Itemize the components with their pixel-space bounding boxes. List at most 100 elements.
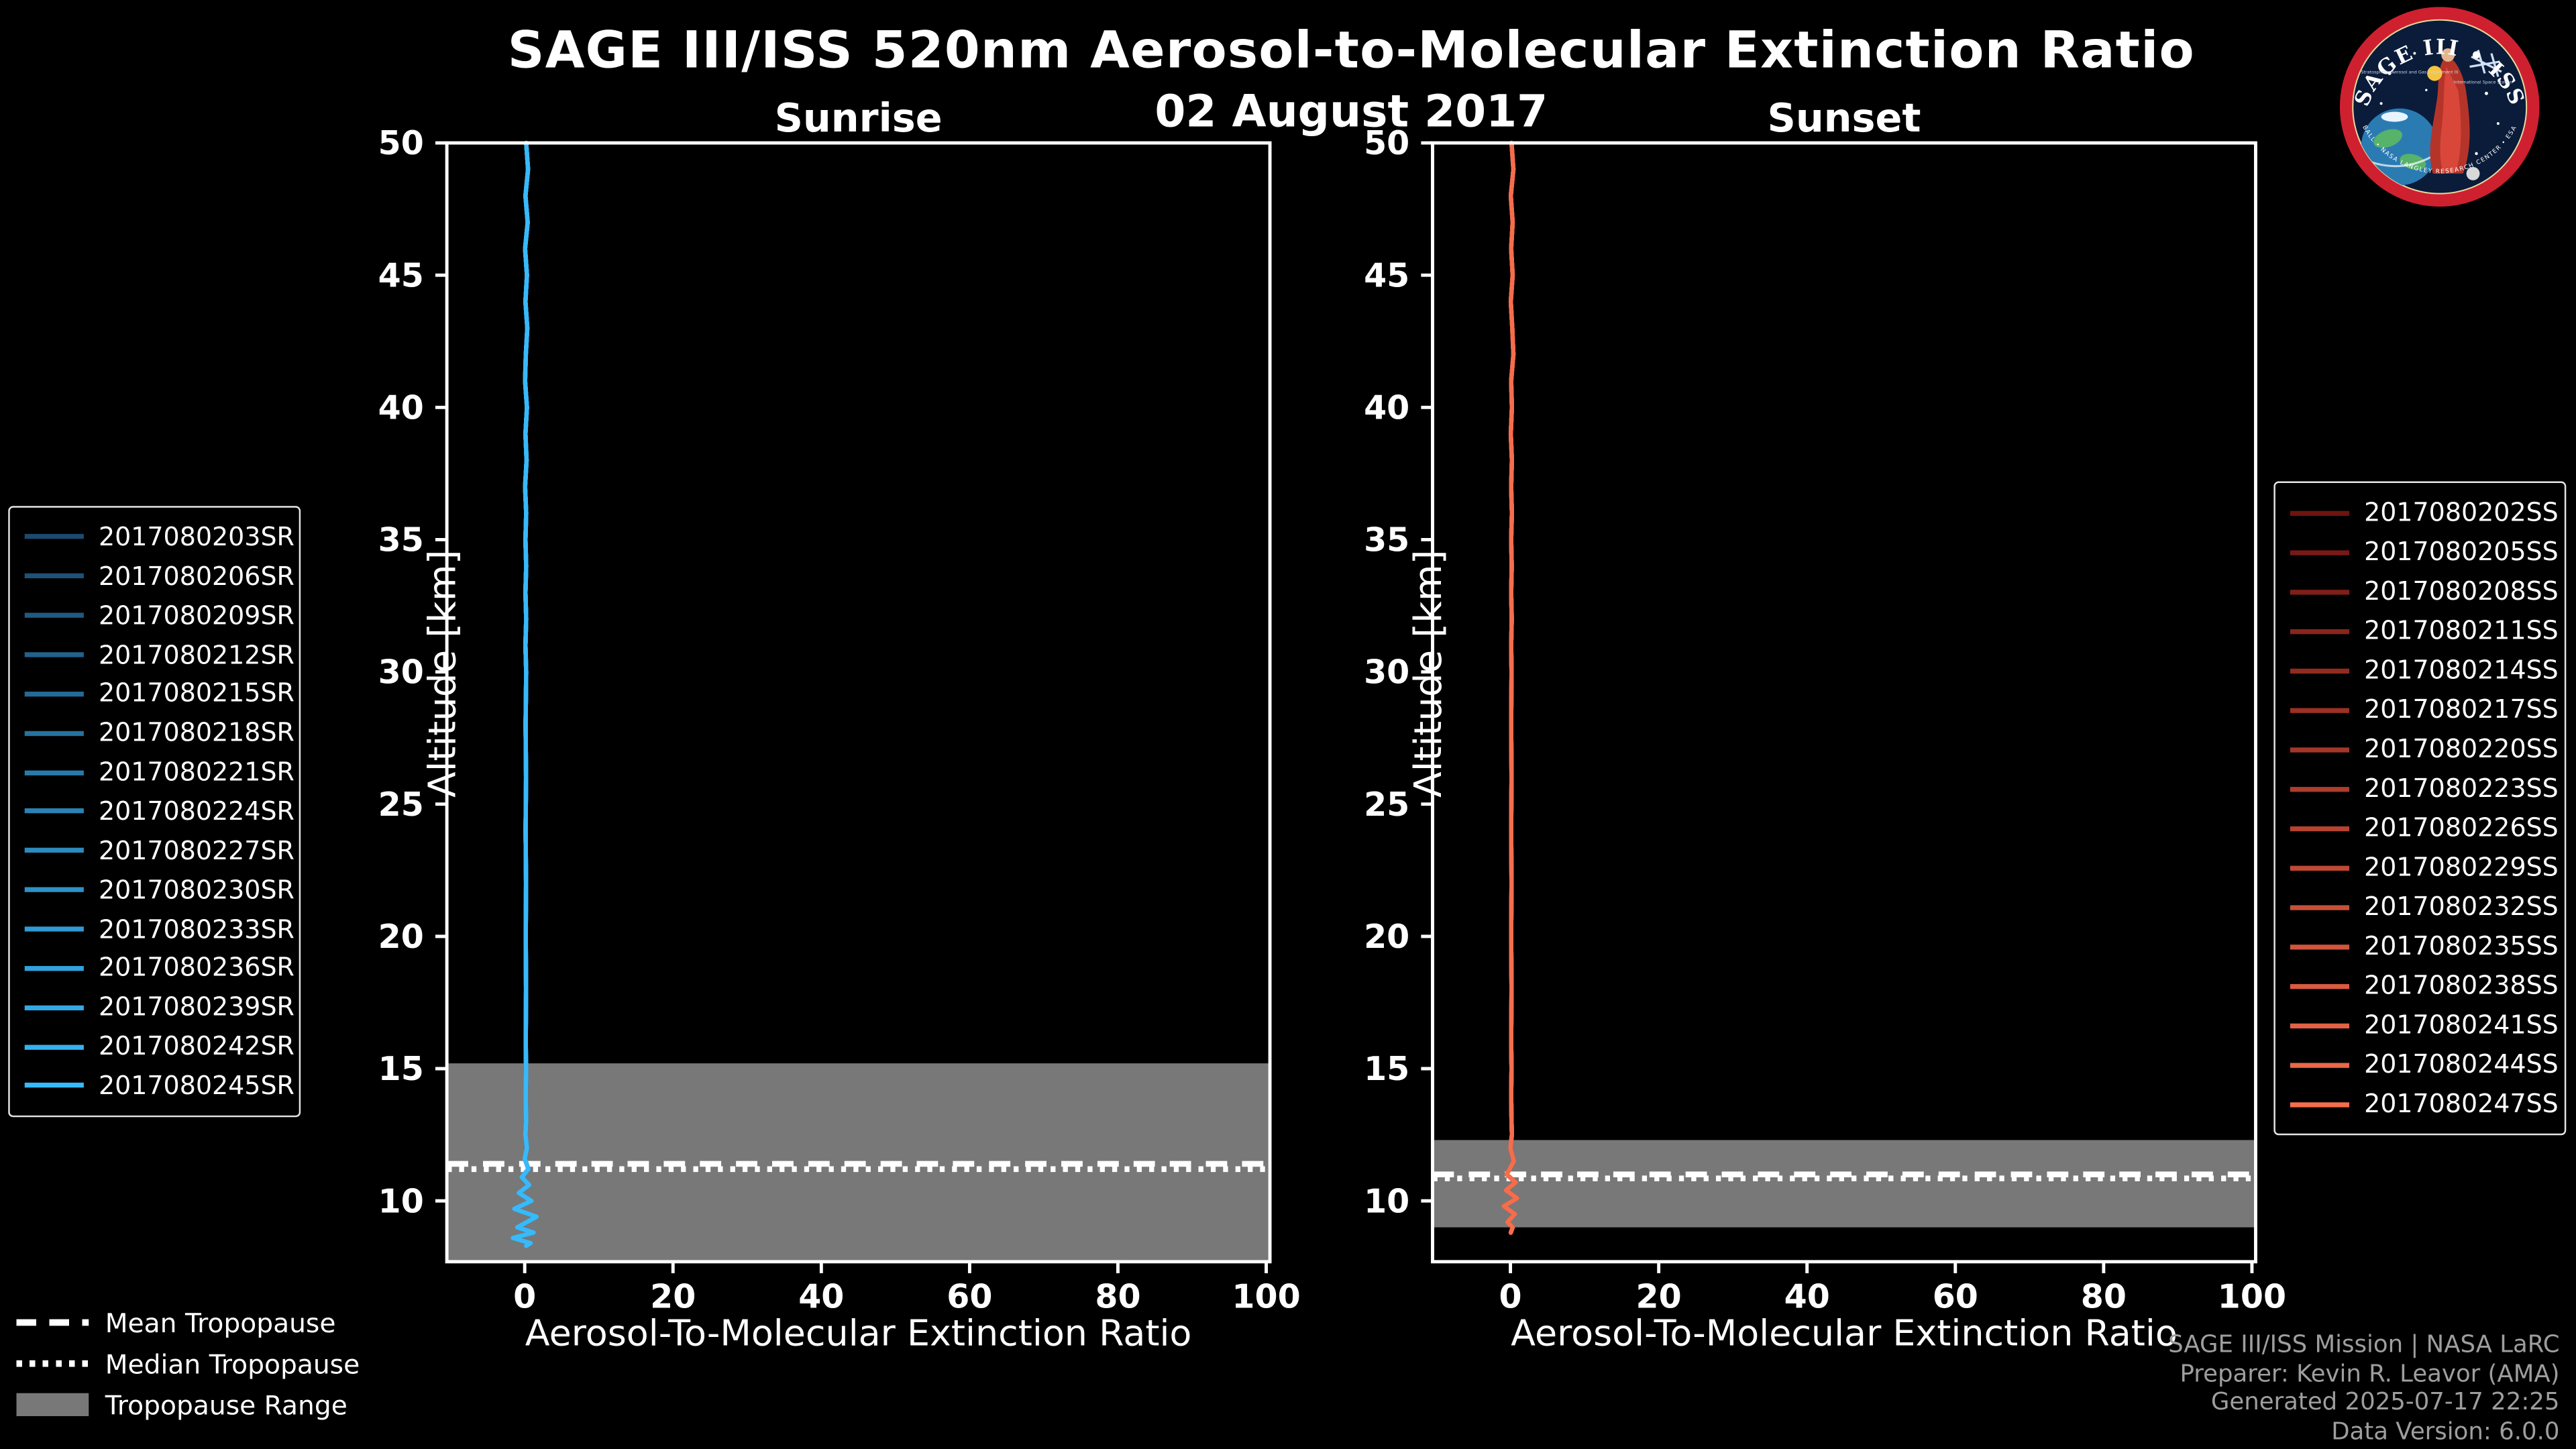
y-tick-label: 10 — [378, 1182, 424, 1220]
legend-line-swatch — [24, 808, 84, 814]
legend-line-swatch — [24, 652, 84, 657]
x-tick-label: 40 — [798, 1277, 844, 1316]
y-tick-label: 45 — [378, 256, 424, 294]
legend-item: 2017080218SR — [24, 714, 294, 753]
x-tick-label: 20 — [650, 1277, 696, 1316]
legend-item: 2017080212SR — [24, 635, 294, 674]
legend-label: 2017080205SS — [2364, 537, 2559, 567]
legend-label: 2017080233SR — [98, 914, 294, 944]
legend-line-swatch — [24, 534, 84, 540]
x-axis-label: Aerosol-To-Molecular Extinction Ratio — [525, 1314, 1192, 1356]
plot-frame — [1431, 141, 2257, 1264]
sunrise-plot-area: 0 20 40 60 80 100 10 15 20 25 30 35 40 45 50 — [378, 124, 1301, 1316]
tropopause-range-band — [1432, 1140, 2256, 1228]
tropopause-legend-label: Mean Tropopause — [105, 1307, 336, 1338]
legend-line-swatch — [2290, 549, 2350, 555]
credit-line: Data Version: 6.0.0 — [2331, 1418, 2560, 1445]
legend-line-swatch — [2290, 510, 2350, 515]
legend-line-swatch — [2290, 628, 2350, 634]
legend-item: 2017080206SR — [24, 557, 294, 596]
legend-label: 2017080239SR — [98, 992, 294, 1022]
legend-label: 2017080212SR — [98, 639, 294, 669]
legend-line-swatch — [2290, 904, 2350, 910]
legend-label: 2017080206SR — [98, 561, 294, 592]
credit-line: Preparer: Kevin R. Leavor (AMA) — [2180, 1360, 2560, 1388]
credit-line: Generated 2025-07-17 22:25 — [2210, 1389, 2560, 1417]
legend-line-swatch — [2290, 1062, 2350, 1067]
legend-item: 2017080217SS — [2290, 690, 2559, 730]
x-tick-label: 60 — [947, 1277, 992, 1316]
plot-frame — [445, 141, 1272, 1264]
legend-label: 2017080226SS — [2364, 813, 2559, 843]
legend-label: 2017080247SS — [2364, 1089, 2559, 1119]
legend-line-swatch — [2290, 983, 2350, 989]
legend-item: 2017080229SS — [2290, 848, 2559, 888]
legend-label: 2017080214SS — [2364, 655, 2559, 686]
legend-line-swatch — [2290, 747, 2350, 752]
legend-item: 2017080233SR — [24, 910, 294, 949]
legend-item: 2017080227SR — [24, 831, 294, 870]
legend-item: 2017080235SS — [2290, 926, 2559, 966]
credit-line: SAGE III/ISS Mission | NASA LaRC — [2168, 1332, 2560, 1359]
legend-label: 2017080215SR — [98, 679, 294, 709]
y-tick-label: 20 — [1364, 918, 1409, 956]
legend-item: 2017080209SR — [24, 596, 294, 635]
legend-item: 2017080202SS — [2290, 493, 2559, 533]
x-tick-label: 60 — [1933, 1277, 1978, 1316]
legend-label: 2017080209SR — [98, 600, 294, 631]
legend-item: 2017080223SS — [2290, 769, 2559, 808]
x-tick-label: 40 — [1784, 1277, 1830, 1316]
y-tick-label: 40 — [378, 388, 424, 427]
sunset-panel-title: Sunset — [1767, 95, 1921, 142]
y-tick-label: 20 — [378, 918, 424, 956]
sunset-legend: 2017080202SS 2017080205SS 2017080208SS 2017… — [2273, 481, 2567, 1136]
legend-label: 2017080208SS — [2364, 576, 2559, 606]
legend-line-swatch — [2290, 825, 2350, 830]
profile-line — [1501, 140, 1519, 1235]
legend-label: 2017080236SR — [98, 953, 294, 983]
legend-line-swatch — [24, 926, 84, 932]
x-tick-label: 20 — [1636, 1277, 1682, 1316]
legend-line-swatch — [24, 965, 84, 971]
sunset-plot-area: 0 20 40 60 80 100 10 15 20 25 30 35 40 45 50 — [1364, 124, 2286, 1316]
y-tick-label: 10 — [1364, 1182, 1409, 1220]
sunrise-panel-title: Sunrise — [774, 95, 943, 142]
tropopause-legend-item: Mean Tropopause — [16, 1307, 360, 1338]
legend-label: 2017080220SS — [2364, 734, 2559, 764]
legend-label: 2017080238SS — [2364, 971, 2559, 1001]
legend-item: 2017080214SS — [2290, 651, 2559, 690]
legend-label: 2017080218SR — [98, 718, 294, 748]
moon-icon — [2466, 166, 2480, 180]
legend-item: 2017080230SR — [24, 870, 294, 909]
legend-line-swatch — [2290, 1022, 2350, 1028]
patch-subtitle-right: International Space Station — [2453, 79, 2512, 85]
legend-item: 2017080215SR — [24, 674, 294, 713]
legend-item: 2017080238SS — [2290, 966, 2559, 1006]
sunrise-legend: 2017080203SR 2017080206SR 2017080209SR 2017… — [8, 506, 301, 1118]
y-tick-label: 25 — [1364, 786, 1409, 824]
legend-label: 2017080217SS — [2364, 694, 2559, 724]
y-tick-label: 40 — [1364, 388, 1409, 427]
legend-line-swatch — [24, 691, 84, 697]
profile-line — [511, 140, 539, 1248]
legend-item: 2017080241SS — [2290, 1006, 2559, 1045]
legend-label: 2017080235SS — [2364, 931, 2559, 961]
legend-label: 2017080230SR — [98, 875, 294, 905]
y-tick-label: 45 — [1364, 256, 1409, 294]
y-tick-label: 30 — [1364, 653, 1409, 692]
legend-item: 2017080208SS — [2290, 572, 2559, 611]
legend-item: 2017080221SR — [24, 753, 294, 792]
legend-item: 2017080226SS — [2290, 808, 2559, 848]
y-tick-label: 30 — [378, 653, 424, 692]
legend-line-swatch — [2290, 1102, 2350, 1107]
credits: SAGE III/ISS Mission | NASA LaRC Preparer… — [2168, 1332, 2559, 1447]
legend-label: 2017080224SR — [98, 796, 294, 826]
legend-item: 2017080242SR — [24, 1027, 294, 1066]
x-tick-label: 0 — [1499, 1277, 1522, 1316]
y-tick-label: 15 — [1364, 1050, 1409, 1088]
stars-icon — [2379, 52, 2500, 156]
y-tick-label: 35 — [378, 521, 424, 559]
legend-line-swatch — [2290, 588, 2350, 594]
legend-label: 2017080203SR — [98, 522, 294, 552]
